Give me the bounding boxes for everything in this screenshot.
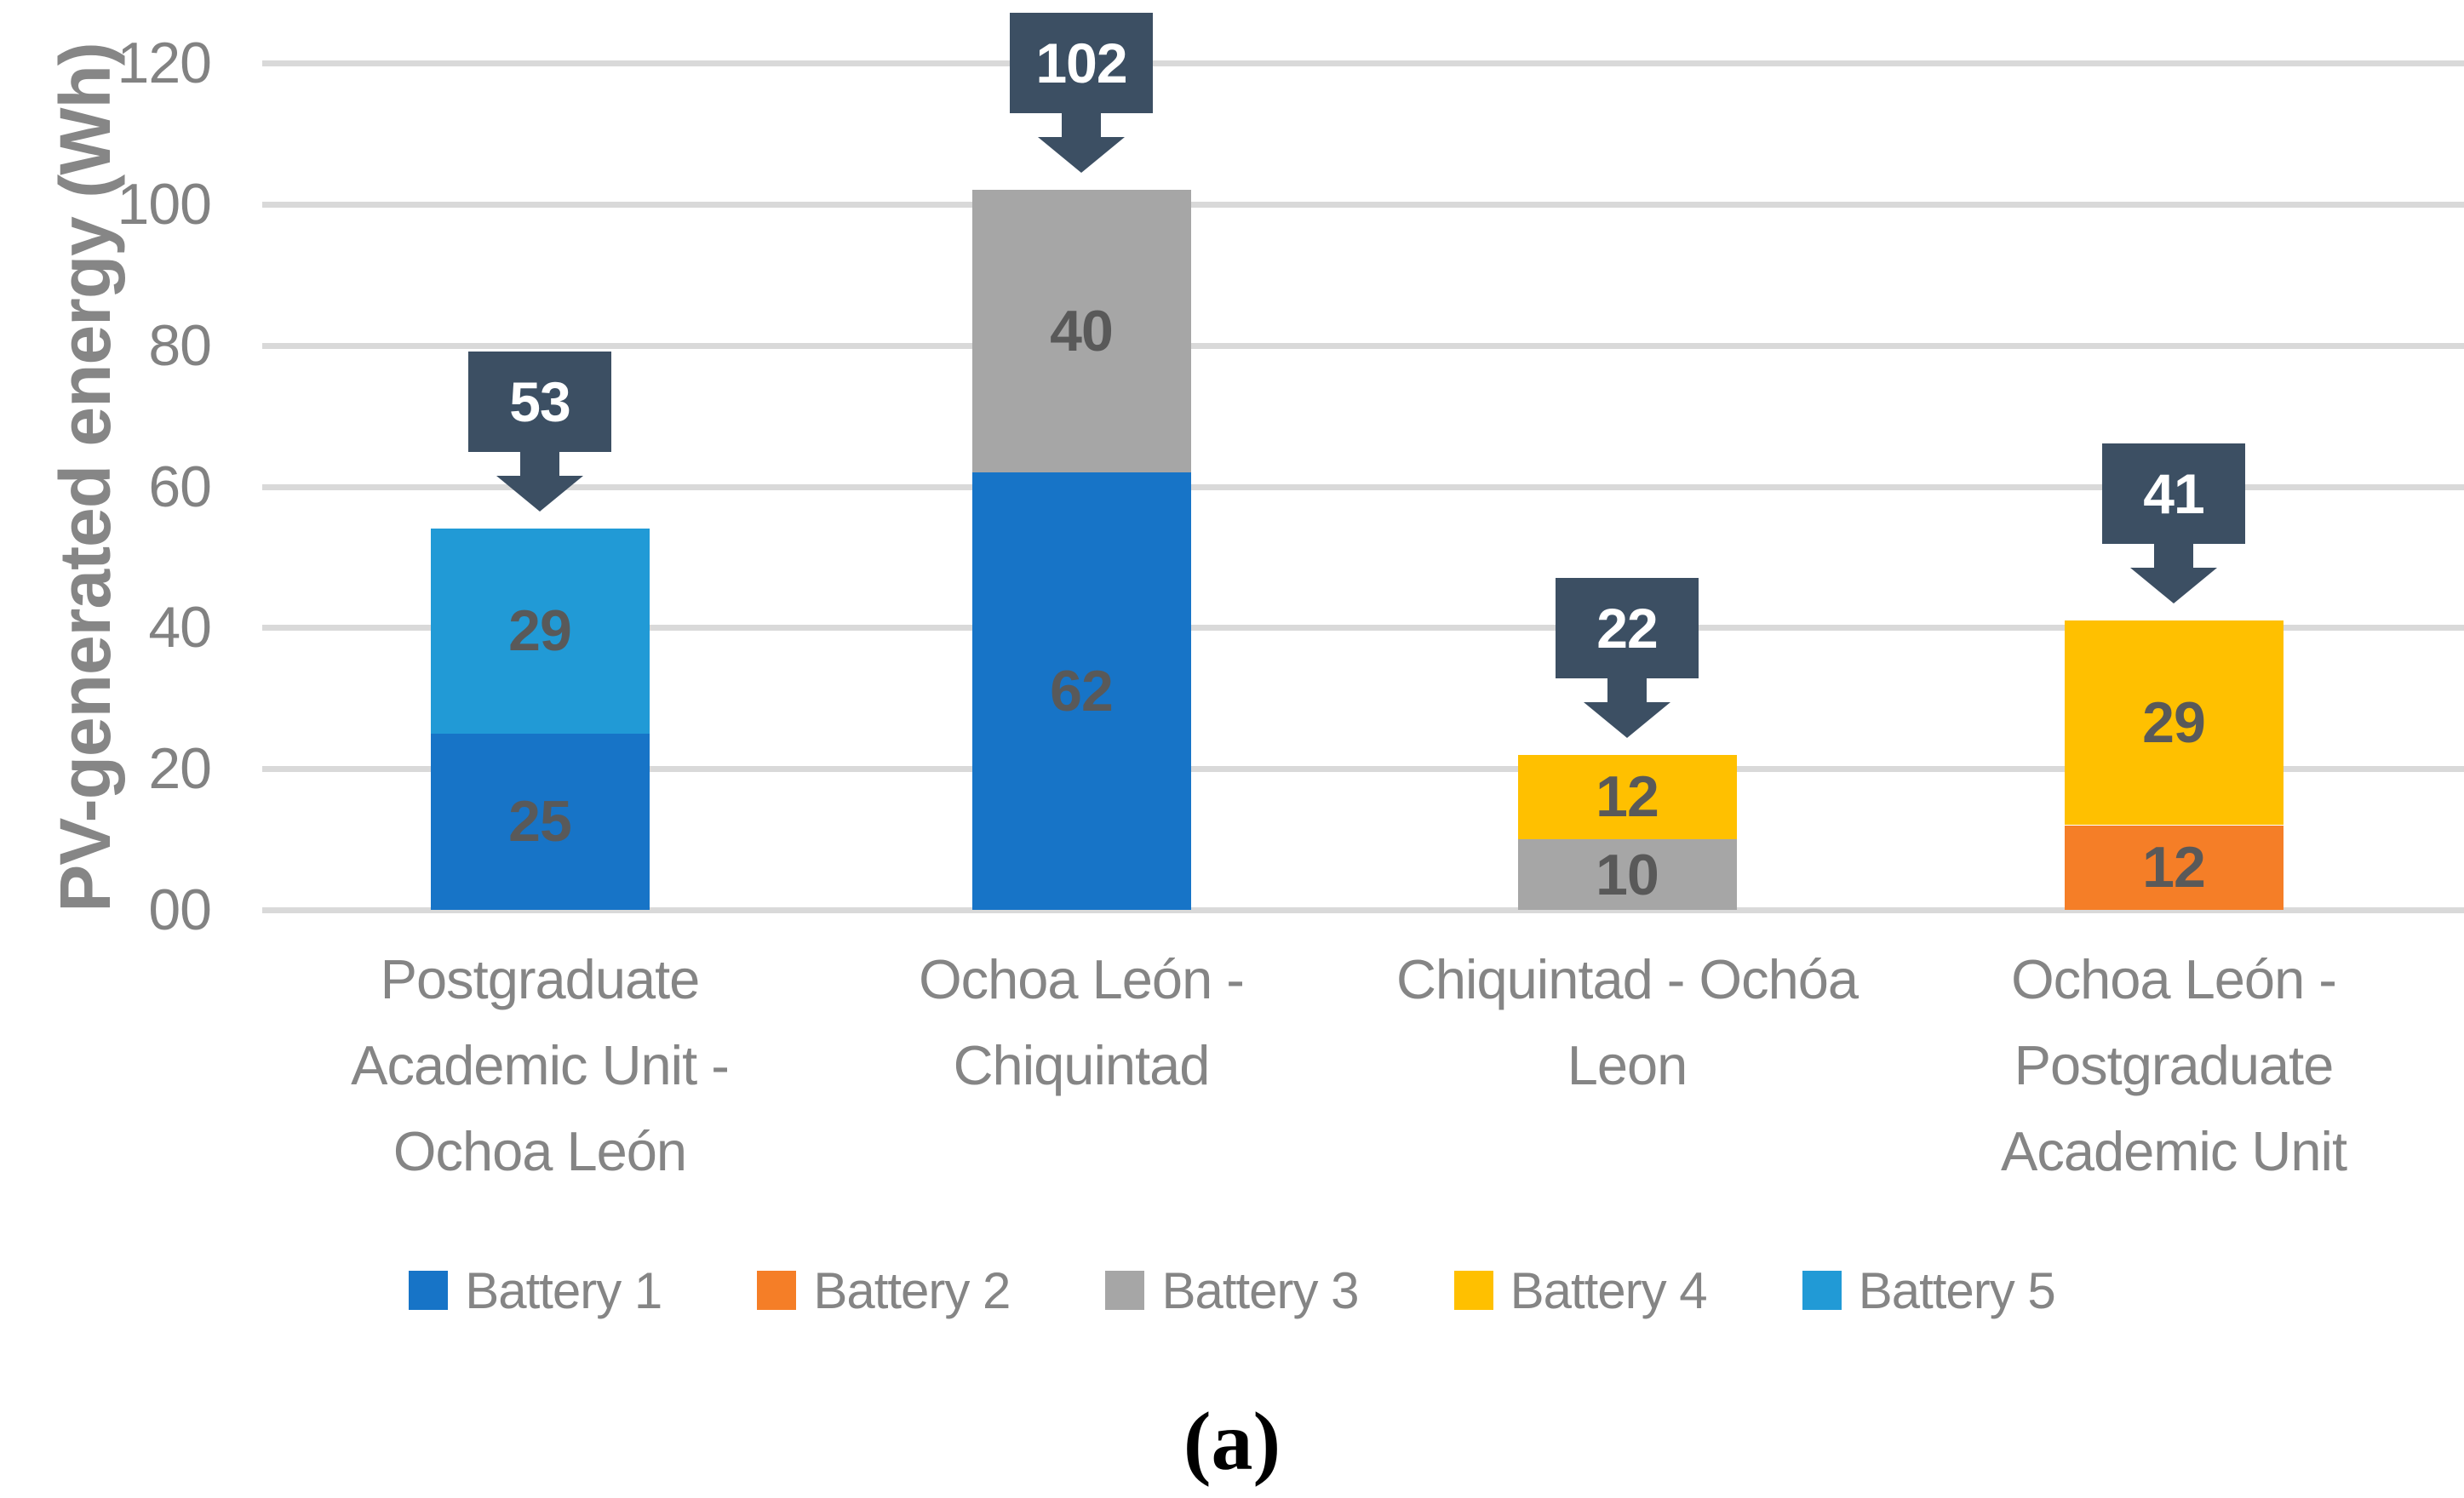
x-category-label-line: Academic Unit bbox=[2000, 1120, 2347, 1182]
bar-segment: 29 bbox=[430, 529, 650, 734]
legend: Battery 1 Battery 2 Battery 3 Battery 4 Batt… bbox=[0, 1258, 2464, 1323]
y-tick-label: 00 bbox=[148, 878, 212, 942]
gridline bbox=[262, 342, 2464, 349]
gridline bbox=[262, 483, 2464, 490]
bar-segment-value: 40 bbox=[1050, 299, 1114, 364]
x-category-label-line: Ochoa León - bbox=[919, 948, 1245, 1010]
callout-arrow-icon bbox=[1607, 677, 1647, 702]
y-tick-label: 100 bbox=[117, 171, 212, 237]
total-callout: 22 bbox=[1556, 577, 1699, 678]
legend-swatch-icon bbox=[409, 1271, 449, 1310]
legend-swatch-icon bbox=[757, 1271, 797, 1310]
y-tick-label: 120 bbox=[117, 31, 212, 95]
x-category-label-line: Chiquintad bbox=[953, 1034, 1211, 1096]
callout-arrow-icon bbox=[1062, 112, 1101, 138]
legend-item: Battery 5 bbox=[1802, 1261, 2056, 1320]
total-callout: 102 bbox=[1010, 13, 1153, 114]
y-tick-label: 80 bbox=[148, 312, 212, 378]
x-category-label-line: Postgraduate bbox=[380, 948, 701, 1010]
x-category-label-line: Ochoa León bbox=[393, 1120, 687, 1182]
x-category-label-line: Academic Unit - bbox=[351, 1034, 730, 1096]
x-category-label: Ochoa León - Postgraduate Academic Unit bbox=[1893, 936, 2455, 1194]
legend-item: Battery 3 bbox=[1105, 1261, 1360, 1320]
y-tick-label: 20 bbox=[148, 736, 212, 802]
legend-label: Battery 5 bbox=[1858, 1261, 2056, 1319]
callout-arrow-icon bbox=[2154, 543, 2193, 569]
gridline bbox=[262, 625, 2464, 632]
gridline bbox=[262, 201, 2464, 208]
callout-arrow-icon bbox=[1038, 137, 1125, 174]
legend-swatch-icon bbox=[1453, 1271, 1493, 1310]
legend-item: Battery 2 bbox=[757, 1261, 1011, 1320]
callout-arrow-icon bbox=[496, 476, 583, 512]
x-category-label-line: Leon bbox=[1567, 1034, 1688, 1096]
x-category-label: Chiquintad - Ochóa Leon bbox=[1346, 936, 1908, 1108]
bar-segment-value: 10 bbox=[1596, 842, 1659, 907]
bar-segment-value: 62 bbox=[1050, 658, 1114, 723]
legend-swatch-icon bbox=[1802, 1271, 1842, 1310]
bar-segment: 12 bbox=[1517, 754, 1737, 840]
legend-label: Battery 1 bbox=[465, 1261, 662, 1319]
caption: (a) bbox=[1183, 1396, 1281, 1488]
bar-segment: 10 bbox=[1517, 839, 1737, 910]
bar-segment: 12 bbox=[2064, 825, 2283, 910]
legend-item: Battery 1 bbox=[409, 1261, 662, 1320]
total-callout: 41 bbox=[2102, 443, 2245, 545]
legend-item: Battery 4 bbox=[1453, 1261, 1708, 1320]
legend-label: Battery 3 bbox=[1161, 1261, 1359, 1319]
legend-swatch-icon bbox=[1105, 1271, 1145, 1310]
callout-arrow-icon bbox=[1584, 701, 1670, 738]
bar-segment-value: 12 bbox=[1596, 764, 1659, 830]
bar-segment-value: 12 bbox=[2142, 835, 2206, 901]
legend-label: Battery 4 bbox=[1510, 1261, 1708, 1319]
y-tick-label: 40 bbox=[148, 595, 212, 660]
legend-label: Battery 2 bbox=[813, 1261, 1011, 1319]
bar-segment-value: 25 bbox=[508, 789, 572, 855]
bar-segment-value: 29 bbox=[508, 598, 572, 664]
gridline bbox=[262, 60, 2464, 66]
bar-segment: 40 bbox=[971, 190, 1191, 472]
x-category-label-line: Ochoa León - bbox=[2011, 948, 2337, 1010]
bar-segment: 29 bbox=[2064, 620, 2283, 826]
x-category-label: Ochoa León - Chiquintad bbox=[800, 936, 1362, 1108]
bar-segment-value: 29 bbox=[2142, 690, 2206, 756]
total-callout: 53 bbox=[468, 352, 611, 453]
callout-arrow-icon bbox=[520, 451, 559, 477]
gridline bbox=[262, 766, 2464, 773]
x-category-label-line: Postgraduate bbox=[2014, 1034, 2335, 1096]
y-tick-label: 60 bbox=[148, 454, 212, 519]
callout-arrow-icon bbox=[2130, 568, 2217, 604]
gridline bbox=[262, 907, 2464, 913]
bar-segment: 62 bbox=[971, 472, 1191, 910]
bar-segment: 25 bbox=[430, 733, 650, 910]
x-category-label: Postgraduate Academic Unit - Ochoa León bbox=[259, 936, 821, 1194]
x-category-label-line: Chiquintad - Ochóa bbox=[1395, 948, 1859, 1010]
